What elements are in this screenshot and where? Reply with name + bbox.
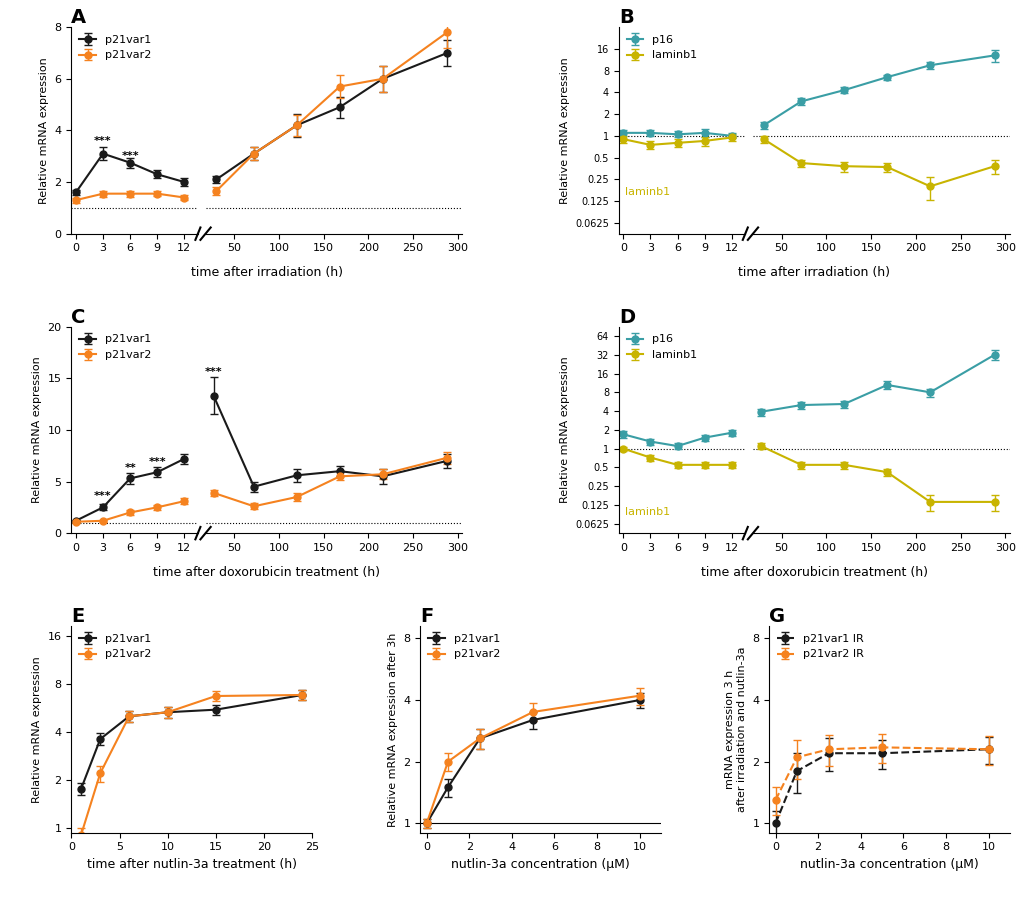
X-axis label: nutlin-3a concentration (μM): nutlin-3a concentration (μM) xyxy=(799,858,978,871)
Text: G: G xyxy=(768,607,785,626)
Legend: p21var1, p21var2: p21var1, p21var2 xyxy=(76,33,153,62)
Text: E: E xyxy=(71,607,85,626)
Y-axis label: Relative mRNA expression: Relative mRNA expression xyxy=(559,57,569,204)
Legend: p21var1 IR, p21var2 IR: p21var1 IR, p21var2 IR xyxy=(774,632,865,662)
Text: laminb1: laminb1 xyxy=(625,186,669,196)
Text: ***: *** xyxy=(121,151,139,161)
Text: ***: *** xyxy=(94,136,112,146)
Y-axis label: mRNA expression 3 h
after irradiation and nutlin-3a: mRNA expression 3 h after irradiation an… xyxy=(725,646,746,812)
Text: time after doxorubicin treatment (h): time after doxorubicin treatment (h) xyxy=(700,566,927,578)
Y-axis label: Relative mRNA expression: Relative mRNA expression xyxy=(32,357,42,503)
Text: ***: *** xyxy=(149,457,166,467)
Y-axis label: Relative mRNA expression after 3h: Relative mRNA expression after 3h xyxy=(387,633,397,826)
Legend: p16, laminb1: p16, laminb1 xyxy=(624,332,699,362)
Text: **: ** xyxy=(124,463,136,473)
Text: F: F xyxy=(420,607,433,626)
Y-axis label: Relative mRNA expression: Relative mRNA expression xyxy=(39,57,49,204)
Text: C: C xyxy=(71,308,86,327)
X-axis label: time after nutlin-3a treatment (h): time after nutlin-3a treatment (h) xyxy=(87,858,297,871)
Text: ***: *** xyxy=(205,367,222,377)
Text: ***: *** xyxy=(94,491,112,501)
Legend: p16, laminb1: p16, laminb1 xyxy=(624,33,699,62)
Y-axis label: Relative mRNA expression: Relative mRNA expression xyxy=(559,357,569,503)
X-axis label: nutlin-3a concentration (μM): nutlin-3a concentration (μM) xyxy=(450,858,630,871)
Text: time after doxorubicin treatment (h): time after doxorubicin treatment (h) xyxy=(153,566,380,578)
Text: B: B xyxy=(619,8,633,27)
Text: D: D xyxy=(619,308,634,327)
Legend: p21var1, p21var2: p21var1, p21var2 xyxy=(425,632,501,662)
Text: time after irradiation (h): time after irradiation (h) xyxy=(191,266,342,280)
Text: laminb1: laminb1 xyxy=(625,507,669,517)
Text: A: A xyxy=(71,8,87,27)
Y-axis label: Relative mRNA expression: Relative mRNA expression xyxy=(32,656,42,803)
Legend: p21var1, p21var2: p21var1, p21var2 xyxy=(76,632,153,662)
Legend: p21var1, p21var2: p21var1, p21var2 xyxy=(76,332,153,362)
Text: time after irradiation (h): time after irradiation (h) xyxy=(738,266,890,280)
